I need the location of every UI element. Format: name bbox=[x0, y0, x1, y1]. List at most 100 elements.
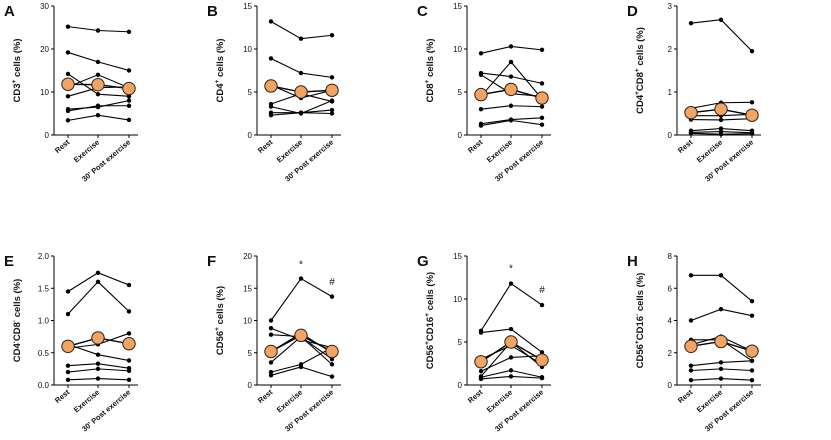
mean-point bbox=[122, 337, 136, 351]
panel-letter: B bbox=[207, 3, 218, 20]
subject-point bbox=[539, 115, 545, 121]
subject-point bbox=[268, 113, 274, 118]
panel-letter: H bbox=[627, 253, 638, 270]
subject-point bbox=[749, 131, 755, 136]
subject-point bbox=[268, 360, 274, 365]
subject-point bbox=[718, 117, 724, 123]
mean-point bbox=[122, 81, 136, 96]
subject-point bbox=[329, 374, 335, 379]
subject-point bbox=[95, 270, 101, 275]
subject-point bbox=[65, 108, 71, 114]
subject-point bbox=[478, 376, 484, 382]
subject-point bbox=[508, 355, 514, 360]
y-tick-label: 0 bbox=[668, 131, 673, 140]
panel-letter: G bbox=[417, 253, 429, 270]
mean-point bbox=[535, 353, 549, 367]
y-tick-label: 8 bbox=[668, 252, 673, 261]
mean-point bbox=[61, 339, 75, 353]
panel-letter: A bbox=[4, 3, 15, 20]
subject-point bbox=[329, 75, 335, 80]
subject-point bbox=[126, 358, 132, 363]
mean-point bbox=[264, 344, 278, 359]
x-tick-label: Exercise bbox=[695, 138, 724, 165]
mean-point bbox=[745, 344, 759, 358]
y-tick-label: 2 bbox=[668, 45, 673, 54]
subject-point bbox=[65, 71, 71, 77]
mean-point bbox=[745, 108, 759, 122]
y-tick-label: 0 bbox=[248, 131, 253, 140]
subject-point bbox=[508, 368, 514, 373]
subject-point bbox=[268, 104, 274, 109]
subject-point bbox=[508, 326, 514, 332]
subject-point bbox=[718, 17, 724, 22]
subject-point bbox=[539, 350, 545, 355]
y-tick-label: 5 bbox=[248, 349, 253, 358]
mean-point bbox=[474, 355, 488, 369]
y-tick-label: 10 bbox=[40, 88, 49, 97]
x-tick-label: Rest bbox=[676, 387, 695, 405]
subject-point bbox=[329, 98, 335, 103]
subject-point bbox=[95, 113, 101, 118]
y-tick-label: 10 bbox=[243, 45, 252, 54]
mean-point bbox=[684, 339, 698, 353]
mean-point bbox=[535, 91, 549, 105]
mean-point bbox=[294, 328, 308, 343]
subject-point bbox=[95, 361, 101, 366]
subject-point bbox=[298, 364, 304, 370]
mean-point bbox=[714, 102, 728, 116]
subject-point bbox=[65, 311, 71, 317]
y-axis-label: CD56+ cells (%) bbox=[214, 286, 226, 355]
subject-point bbox=[329, 362, 335, 367]
subject-point bbox=[95, 28, 101, 33]
y-tick-label: 0 bbox=[668, 381, 673, 390]
subject-point bbox=[688, 377, 694, 383]
y-tick-label: 0.5 bbox=[38, 349, 50, 358]
mean-point bbox=[91, 77, 105, 92]
mean-point bbox=[504, 335, 518, 349]
subject-point bbox=[688, 363, 694, 368]
subject-point bbox=[688, 273, 694, 278]
subject-point bbox=[126, 377, 132, 383]
subject-line bbox=[270, 277, 333, 321]
y-tick-label: 15 bbox=[453, 2, 462, 11]
x-tick-label: Rest bbox=[256, 387, 275, 405]
panel-letter: D bbox=[627, 3, 638, 20]
subject-point bbox=[749, 48, 755, 54]
y-axis-label: CD56+CD16- cells (%) bbox=[634, 273, 646, 369]
y-tick-label: 1.0 bbox=[38, 317, 50, 326]
subject-point bbox=[478, 330, 484, 335]
subject-point bbox=[95, 59, 101, 65]
x-tick-label: Rest bbox=[53, 387, 72, 405]
mean-point bbox=[325, 344, 339, 359]
y-tick-label: 10 bbox=[243, 317, 252, 326]
x-tick-label: Rest bbox=[466, 387, 485, 405]
y-tick-label: 5 bbox=[248, 88, 253, 97]
subject-point bbox=[539, 47, 545, 53]
subject-point bbox=[126, 98, 132, 103]
y-tick-label: 20 bbox=[40, 45, 49, 54]
subject-point bbox=[65, 369, 71, 375]
subject-point bbox=[126, 282, 132, 288]
subject-point bbox=[508, 103, 514, 108]
x-tick-label: Rest bbox=[256, 137, 275, 155]
x-tick-label: Exercise bbox=[72, 138, 101, 165]
x-tick-label: Exercise bbox=[275, 138, 304, 165]
subject-point bbox=[298, 110, 304, 115]
subject-point bbox=[329, 33, 335, 38]
panel-letter: F bbox=[207, 253, 216, 270]
subject-point bbox=[478, 123, 484, 128]
subject-point bbox=[298, 70, 304, 76]
subject-line bbox=[691, 274, 753, 302]
subject-point bbox=[539, 375, 545, 381]
y-tick-label: 0.0 bbox=[38, 381, 50, 390]
subject-point bbox=[688, 368, 694, 373]
y-tick-label: 1.5 bbox=[38, 284, 50, 293]
subject-line bbox=[67, 281, 130, 315]
subject-point bbox=[749, 100, 755, 105]
subject-point bbox=[478, 72, 484, 78]
subject-point bbox=[95, 103, 101, 108]
mean-point bbox=[504, 82, 518, 97]
